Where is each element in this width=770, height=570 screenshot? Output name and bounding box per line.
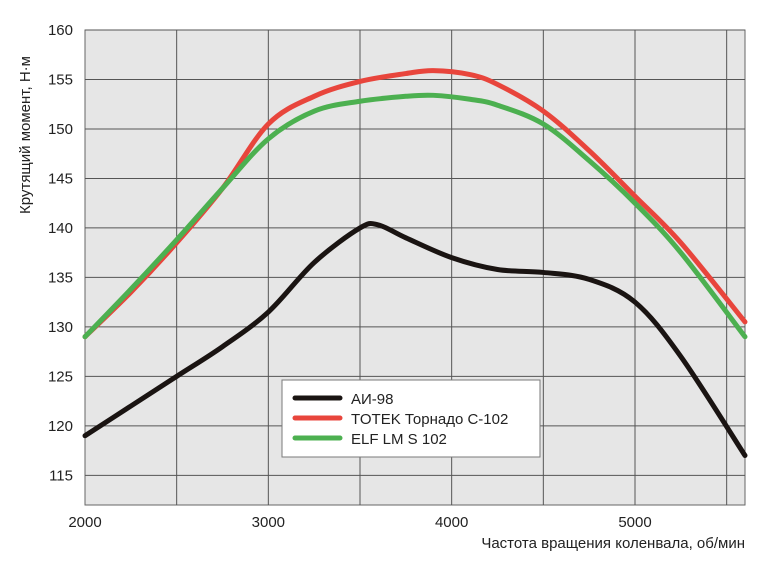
y-tick-label: 155	[48, 71, 73, 88]
x-tick-label: 2000	[68, 514, 101, 531]
x-tick-label: 3000	[252, 514, 285, 531]
y-tick-label: 120	[48, 418, 73, 435]
y-tick-label: 150	[48, 121, 73, 138]
legend-label-ai98: АИ-98	[351, 391, 393, 408]
y-tick-label: 115	[49, 467, 73, 484]
legend-label-totek: TOTEK Торнадо С-102	[351, 411, 508, 428]
x-tick-label: 5000	[618, 514, 651, 531]
y-axis-title: Крутящий момент, Н·м	[17, 56, 34, 214]
x-tick-labels: 2000 3000 4000 5000	[68, 514, 651, 531]
legend: АИ-98 TOTEK Торнадо С-102 ELF LM S 102	[281, 379, 541, 458]
y-tick-label: 145	[48, 170, 73, 187]
y-tick-label: 140	[48, 220, 73, 237]
y-tick-labels: 115 120 125 130 135 140 145 150 155 160	[48, 22, 73, 484]
y-tick-label: 125	[48, 368, 73, 385]
y-tick-label: 135	[48, 269, 73, 286]
y-tick-label: 130	[48, 319, 73, 336]
series-line-ai98	[82, 220, 748, 459]
series-lines	[82, 68, 748, 459]
series-line-elf	[82, 92, 748, 340]
y-tick-label: 160	[48, 22, 73, 39]
x-tick-label: 4000	[435, 514, 468, 531]
legend-label-elf: ELF LM S 102	[351, 431, 447, 448]
x-axis-title: Частота вращения коленвала, об/мин	[481, 535, 745, 552]
